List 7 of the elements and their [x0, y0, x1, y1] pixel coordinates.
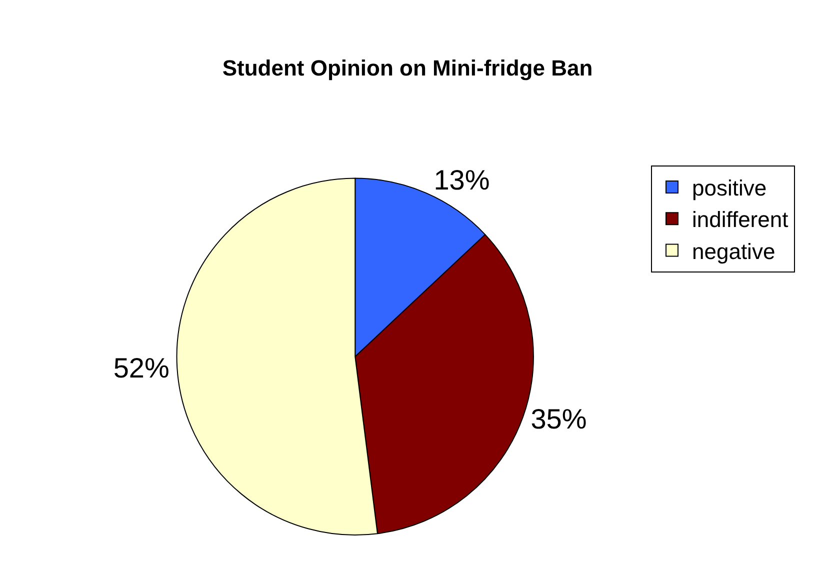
- chart-title: Student Opinion on Mini-fridge Ban: [222, 56, 593, 80]
- data-label: 13%: [434, 164, 490, 196]
- legend-label: indifferent: [692, 207, 788, 232]
- data-label: 52%: [113, 352, 170, 384]
- legend-label: negative: [692, 238, 776, 264]
- data-label: 35%: [530, 403, 587, 434]
- legend-label: positive: [692, 176, 767, 201]
